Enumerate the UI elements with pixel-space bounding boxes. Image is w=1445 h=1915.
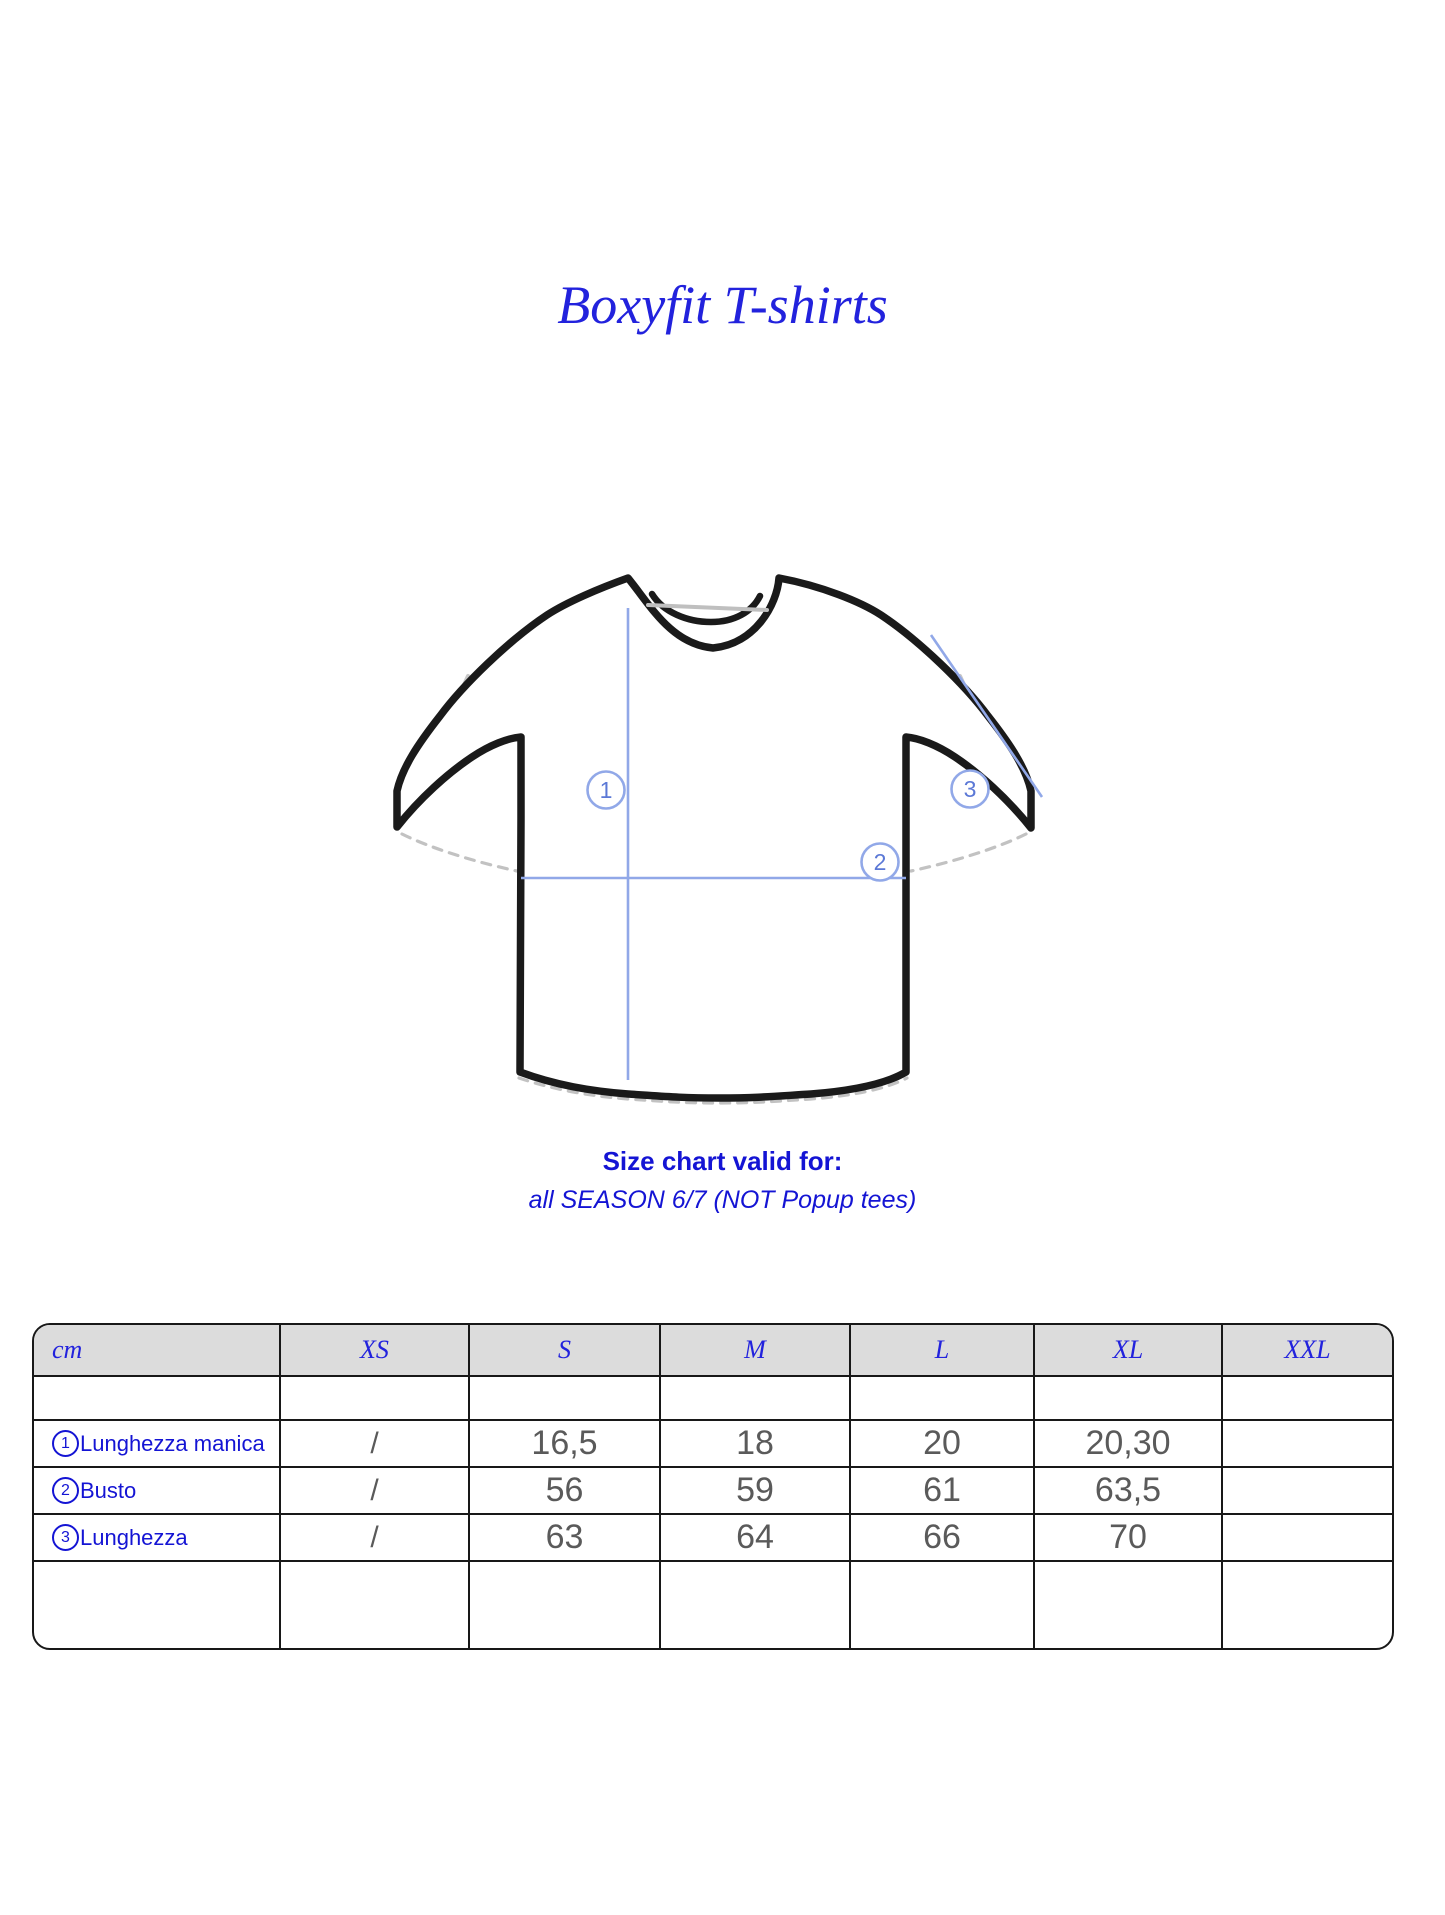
svg-text:2: 2 bbox=[874, 849, 887, 875]
svg-text:1: 1 bbox=[600, 777, 613, 803]
svg-text:3: 3 bbox=[964, 776, 977, 802]
